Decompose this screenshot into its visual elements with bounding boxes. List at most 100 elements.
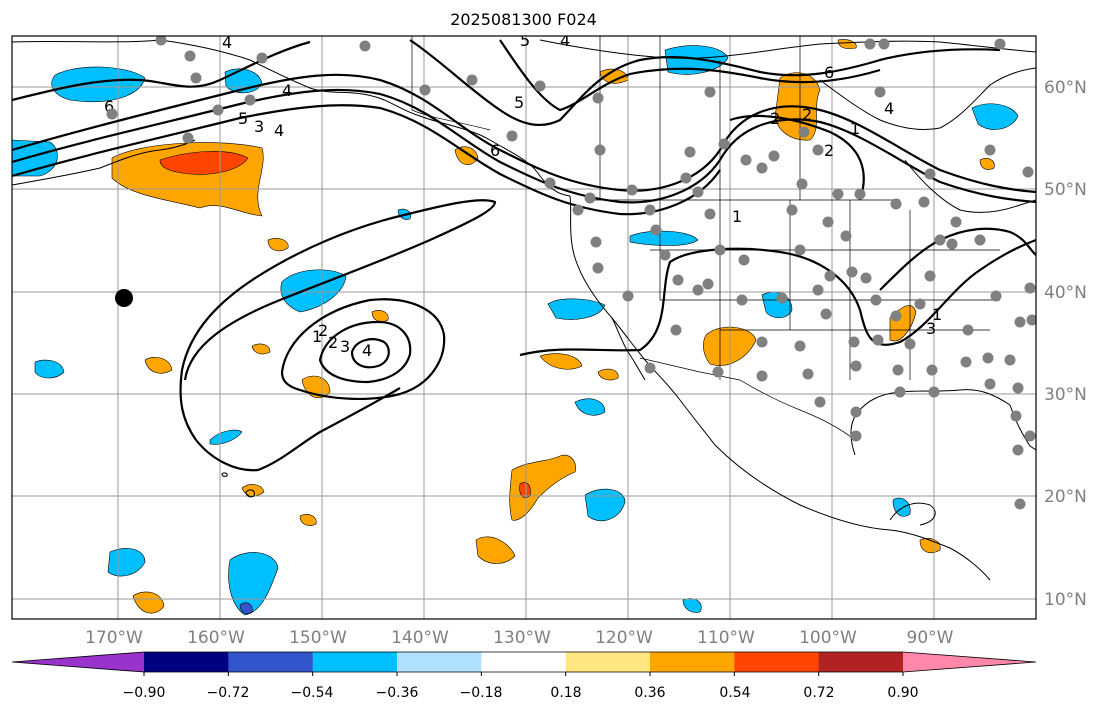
contour-label: 4 [274, 121, 284, 140]
station-marker [946, 238, 958, 250]
station-marker [1010, 410, 1022, 422]
anomaly-pos-small3 [251, 343, 271, 355]
anomaly-neg-bering [51, 66, 146, 103]
station-marker [984, 144, 996, 156]
station-marker [644, 204, 656, 216]
station-marker [812, 284, 824, 296]
station-marker [692, 186, 704, 198]
station-marker [822, 216, 834, 228]
lat-label: 30°N [1044, 385, 1087, 405]
lon-label: 120°W [595, 628, 653, 648]
anomaly-neg-small2 [209, 429, 243, 445]
station-marker [924, 270, 936, 282]
station-marker [684, 146, 696, 158]
station-marker [960, 356, 972, 368]
lat-label: 10°N [1044, 590, 1087, 610]
anomaly-pos-small2 [132, 591, 165, 614]
station-marker [962, 324, 974, 336]
contour-trough-inner [729, 114, 865, 201]
contour-label: 3 [254, 117, 264, 136]
lon-label: 90°W [907, 628, 954, 648]
anomaly-pos-gulf-alaska-core [159, 151, 249, 175]
contour-label: 2 [824, 141, 834, 160]
anomaly-neg-small1 [34, 359, 65, 379]
station-marker [738, 254, 750, 266]
station-marker [712, 366, 724, 378]
contour-us-high [519, 238, 1036, 357]
lon-label: 150°W [289, 628, 347, 648]
contour-label: 1 [850, 119, 860, 138]
lat-labels: 60°N 50°N 40°N 30°N 20°N 10°N [1044, 78, 1087, 610]
anomaly-pos-small5 [267, 238, 289, 252]
contour-label: 5 [520, 31, 530, 50]
anomaly-neg-offshore1 [574, 398, 606, 416]
colorbar-tick-label: 0.18 [550, 685, 581, 701]
anomaly-pos-small6 [837, 39, 857, 50]
station-marker [1024, 430, 1036, 442]
colorbar-segment [312, 652, 398, 672]
contour-east [879, 227, 1036, 291]
station-marker [650, 224, 662, 236]
contour-label: 1 [312, 327, 322, 346]
contour-label: 2 [802, 105, 812, 124]
station-marker [926, 364, 938, 376]
station-marker [794, 340, 806, 352]
coast-baja [611, 317, 646, 381]
anomaly-pos-south [475, 536, 516, 564]
anomaly-pos-small8 [979, 158, 995, 170]
station-marker [820, 308, 832, 320]
station-marker [854, 188, 866, 200]
contour-label: 2 [318, 321, 328, 340]
station-marker [1026, 314, 1036, 326]
station-marker [680, 172, 692, 184]
station-marker [768, 150, 780, 162]
station-marker [892, 364, 904, 376]
coast-florida [1009, 404, 1036, 451]
coast-aleutians [12, 139, 196, 186]
station-marker [155, 36, 167, 46]
contour-north-2 [409, 39, 1001, 127]
colorbar-segment [144, 652, 229, 672]
anomaly-neg-labrador [971, 103, 1019, 130]
station-marker [850, 406, 862, 418]
station-marker [212, 104, 224, 116]
contour-label: 4 [222, 33, 232, 52]
station-marker [592, 92, 604, 104]
coast-east-canada [904, 159, 1036, 213]
colorbar-segment [228, 652, 314, 672]
station-marker [864, 38, 876, 50]
anomaly-pos-small1 [299, 514, 317, 526]
station-marker [756, 370, 768, 382]
lat-label: 20°N [1044, 487, 1087, 507]
station-marker [740, 154, 752, 166]
station-marker [714, 244, 726, 256]
station-marker [506, 130, 518, 142]
station-marker [924, 168, 936, 180]
colorbar [11, 651, 1037, 676]
station-marker [622, 290, 634, 302]
coast-mexico [714, 444, 991, 581]
contour-label: 4 [362, 341, 372, 360]
anomaly-pos-baja [539, 353, 583, 370]
station-marker [798, 126, 810, 138]
station-marker [846, 266, 858, 278]
station-marker [872, 334, 884, 346]
station-marker [244, 94, 256, 106]
contour-label: 1 [932, 305, 942, 324]
anomaly-pos-pnw [454, 146, 479, 165]
anomaly-neg-california [547, 298, 606, 320]
station-marker [832, 188, 844, 200]
contour-label: 4 [282, 81, 292, 100]
colorbar-segment [565, 652, 651, 672]
contour-label: 3 [340, 337, 350, 356]
station-marker [182, 132, 194, 144]
contour-jet-1 [12, 73, 1036, 194]
station-marker [702, 278, 714, 290]
anomaly-pos-baja2 [597, 368, 619, 381]
station-marker [890, 198, 902, 210]
anomaly-pos-small4 [371, 310, 389, 322]
stations [106, 36, 1036, 510]
station-marker [878, 38, 890, 50]
station-marker [1022, 166, 1034, 178]
